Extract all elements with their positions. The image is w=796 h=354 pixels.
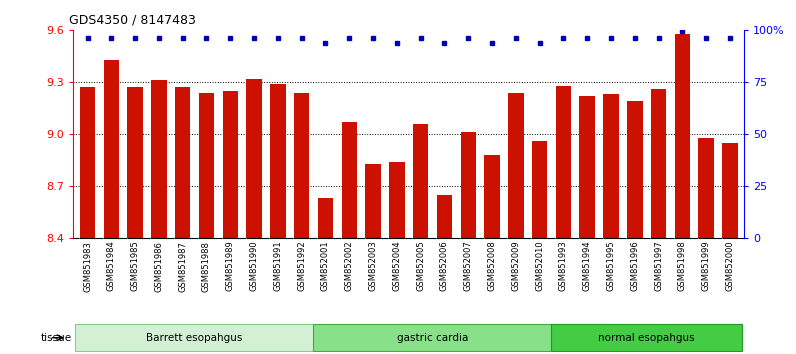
Text: GSM851993: GSM851993: [559, 241, 568, 291]
Text: GSM851986: GSM851986: [154, 241, 163, 292]
Text: GSM852009: GSM852009: [511, 241, 521, 291]
Bar: [722, 143, 738, 238]
Bar: [437, 195, 452, 238]
Text: GDS4350 / 8147483: GDS4350 / 8147483: [69, 13, 196, 27]
Bar: [389, 162, 404, 238]
Bar: [484, 155, 500, 238]
Text: gastric cardia: gastric cardia: [397, 333, 468, 343]
Text: GSM851999: GSM851999: [702, 241, 711, 291]
Bar: [76, 324, 314, 351]
Text: GSM851990: GSM851990: [250, 241, 259, 291]
Bar: [103, 59, 119, 238]
Bar: [365, 164, 380, 238]
Text: Barrett esopahgus: Barrett esopahgus: [146, 333, 243, 343]
Bar: [413, 124, 428, 238]
Text: GSM851991: GSM851991: [273, 241, 283, 291]
Bar: [175, 87, 190, 238]
Text: GSM851997: GSM851997: [654, 241, 663, 291]
Text: GSM852001: GSM852001: [321, 241, 330, 291]
Text: GSM852007: GSM852007: [464, 241, 473, 291]
Text: GSM852004: GSM852004: [392, 241, 401, 291]
Bar: [151, 80, 166, 238]
Bar: [532, 141, 548, 238]
Text: normal esopahgus: normal esopahgus: [599, 333, 695, 343]
Bar: [318, 198, 334, 238]
Bar: [223, 91, 238, 238]
Bar: [270, 84, 286, 238]
Text: GSM851983: GSM851983: [83, 241, 92, 292]
Text: GSM852010: GSM852010: [535, 241, 544, 291]
Text: GSM851996: GSM851996: [630, 241, 639, 291]
Bar: [698, 138, 714, 238]
Bar: [199, 92, 214, 238]
Text: GSM852000: GSM852000: [725, 241, 735, 291]
Bar: [603, 94, 618, 238]
Text: GSM852005: GSM852005: [416, 241, 425, 291]
Bar: [341, 122, 357, 238]
Text: GSM852006: GSM852006: [440, 241, 449, 291]
Text: GSM851994: GSM851994: [583, 241, 591, 291]
Bar: [556, 86, 572, 238]
Text: GSM851987: GSM851987: [178, 241, 187, 292]
Bar: [294, 92, 310, 238]
Text: GSM852008: GSM852008: [487, 241, 497, 291]
Bar: [314, 324, 552, 351]
Text: GSM851989: GSM851989: [226, 241, 235, 291]
Text: GSM851995: GSM851995: [607, 241, 615, 291]
Bar: [508, 92, 524, 238]
Bar: [675, 34, 690, 238]
Bar: [246, 79, 262, 238]
Text: GSM852003: GSM852003: [369, 241, 377, 291]
Text: GSM851985: GSM851985: [131, 241, 139, 291]
Bar: [651, 89, 666, 238]
Text: GSM851998: GSM851998: [678, 241, 687, 291]
Text: GSM851988: GSM851988: [202, 241, 211, 292]
Bar: [127, 87, 142, 238]
Text: GSM852002: GSM852002: [345, 241, 353, 291]
Bar: [80, 87, 96, 238]
Text: GSM851992: GSM851992: [297, 241, 306, 291]
Bar: [552, 324, 742, 351]
Bar: [627, 101, 642, 238]
Text: GSM851984: GSM851984: [107, 241, 115, 291]
Bar: [461, 132, 476, 238]
Bar: [579, 96, 595, 238]
Text: tissue: tissue: [41, 333, 72, 343]
